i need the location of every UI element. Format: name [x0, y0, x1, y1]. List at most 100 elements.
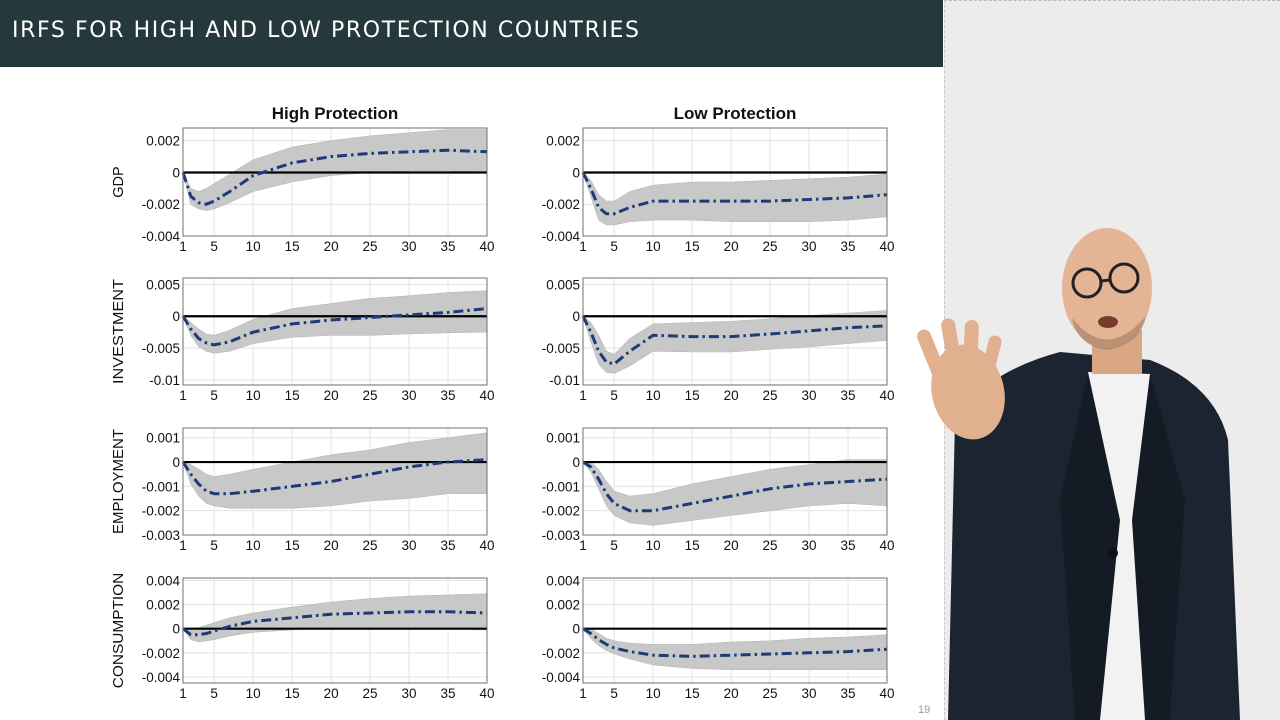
x-tick-label: 1 — [179, 686, 187, 701]
x-tick-label: 10 — [646, 538, 661, 553]
x-tick-label: 15 — [685, 239, 700, 254]
y-tick-label: 0.001 — [546, 431, 580, 446]
x-tick-label: 30 — [802, 686, 817, 701]
x-tick-label: 35 — [441, 686, 456, 701]
x-tick-label: 20 — [724, 686, 739, 701]
y-tick-label: 0.004 — [146, 573, 180, 588]
x-tick-label: 10 — [246, 239, 261, 254]
y-tick-label: 0.002 — [546, 598, 580, 613]
x-tick-label: 1 — [579, 538, 587, 553]
x-tick-label: 5 — [610, 686, 618, 701]
x-tick-label: 1 — [179, 538, 187, 553]
irf-line — [181, 307, 488, 347]
y-tick-label: 0 — [172, 455, 180, 470]
y-tick-label: -0.002 — [542, 646, 580, 661]
y-tick-label: -0.01 — [149, 373, 180, 388]
axes-box — [182, 127, 488, 237]
x-tick-label: 1 — [579, 686, 587, 701]
x-tick-label: 40 — [879, 388, 894, 403]
y-tick-label: 0.002 — [546, 134, 580, 149]
title-bar: IRFS FOR HIGH AND LOW PROTECTION COUNTRI… — [0, 0, 943, 67]
page-number: 19 — [918, 704, 931, 716]
y-tick-label: -0.004 — [542, 229, 581, 244]
x-tick-label: 20 — [324, 538, 339, 553]
y-tick-label: 0.002 — [146, 598, 180, 613]
x-tick-label: 30 — [402, 388, 417, 403]
axes-box — [582, 427, 888, 536]
y-tick-label: -0.005 — [142, 341, 180, 356]
x-tick-label: 1 — [179, 388, 187, 403]
x-tick-label: 15 — [685, 388, 700, 403]
y-tick-label: -0.003 — [542, 528, 580, 543]
x-tick-label: 40 — [879, 239, 894, 254]
x-tick-label: 5 — [210, 388, 218, 403]
x-tick-label: 5 — [610, 538, 618, 553]
y-tick-label: 0 — [572, 622, 580, 637]
y-tick-label: 0.005 — [546, 277, 580, 292]
x-tick-label: 15 — [685, 538, 700, 553]
x-tick-label: 25 — [363, 538, 378, 553]
x-tick-label: 20 — [324, 388, 339, 403]
y-tick-label: 0.004 — [546, 573, 580, 588]
x-tick-label: 5 — [610, 239, 618, 254]
axes-box — [182, 577, 488, 684]
y-tick-label: -0.004 — [542, 670, 581, 685]
irf-line — [181, 458, 488, 496]
x-tick-label: 20 — [724, 388, 739, 403]
irf-line — [182, 610, 488, 637]
irf-line — [582, 627, 888, 658]
x-tick-label: 30 — [802, 388, 817, 403]
x-tick-label: 40 — [479, 388, 494, 403]
x-tick-label: 35 — [441, 538, 456, 553]
irf-panel: 1 5 10 15 20 25 30 35 40-0.004-0.00200.002GDPHig… — [110, 104, 495, 254]
y-tick-label: -0.004 — [142, 229, 181, 244]
x-tick-label: 35 — [841, 388, 856, 403]
y-tick-label: 0.001 — [146, 431, 180, 446]
y-tick-label: -0.002 — [142, 504, 180, 519]
x-tick-label: 10 — [246, 538, 261, 553]
row-label: CONSUMPTION — [110, 573, 127, 689]
x-tick-label: 10 — [646, 239, 661, 254]
x-tick-label: 30 — [802, 239, 817, 254]
x-tick-label: 30 — [802, 538, 817, 553]
x-tick-label: 40 — [879, 686, 894, 701]
x-tick-label: 5 — [210, 686, 218, 701]
irf-line — [581, 315, 888, 366]
y-tick-label: -0.002 — [542, 504, 580, 519]
row-label: GDP — [110, 166, 127, 198]
row-label: EMPLOYMENT — [110, 429, 127, 534]
x-tick-label: 30 — [402, 686, 417, 701]
x-tick-label: 35 — [841, 538, 856, 553]
y-tick-label: -0.002 — [542, 197, 580, 212]
slide-title: IRFS FOR HIGH AND LOW PROTECTION COUNTRI… — [12, 18, 641, 43]
x-tick-label: 25 — [363, 388, 378, 403]
axes-box — [582, 127, 888, 237]
y-tick-label: 0 — [572, 455, 580, 470]
axes-box — [182, 277, 488, 386]
y-tick-label: 0 — [572, 309, 580, 324]
x-tick-label: 15 — [285, 538, 300, 553]
x-tick-label: 40 — [479, 538, 494, 553]
x-tick-label: 1 — [179, 239, 187, 254]
column-title: Low Protection — [674, 104, 797, 123]
x-tick-label: 5 — [610, 388, 618, 403]
irf-line — [582, 460, 888, 513]
x-tick-label: 30 — [402, 538, 417, 553]
x-tick-label: 20 — [324, 239, 339, 254]
x-tick-label: 10 — [646, 388, 661, 403]
x-tick-label: 35 — [441, 388, 456, 403]
y-tick-label: -0.01 — [549, 373, 580, 388]
x-tick-label: 5 — [210, 538, 218, 553]
x-tick-label: 25 — [763, 239, 778, 254]
x-tick-label: 35 — [841, 686, 856, 701]
x-tick-label: 15 — [685, 686, 700, 701]
irf-line — [181, 148, 488, 206]
x-tick-label: 1 — [579, 239, 587, 254]
x-tick-label: 25 — [363, 686, 378, 701]
y-tick-label: -0.004 — [142, 670, 181, 685]
